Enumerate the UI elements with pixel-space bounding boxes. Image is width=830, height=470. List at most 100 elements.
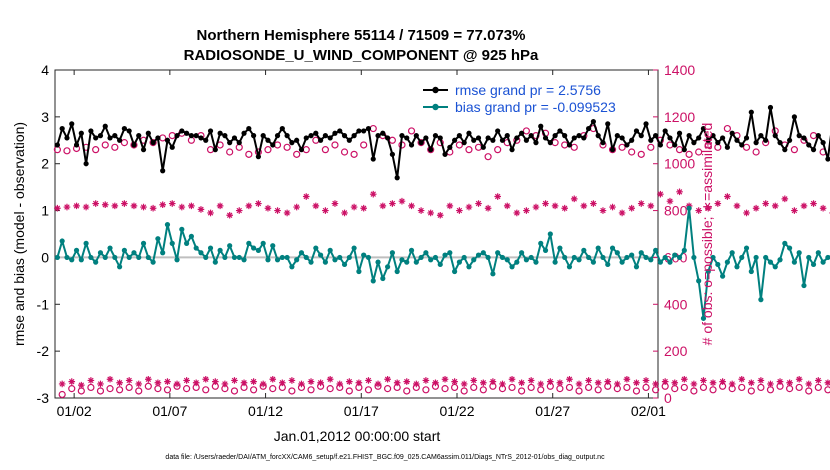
- rmse-point: [294, 137, 300, 143]
- obs-possible-point: [494, 146, 502, 154]
- obs-assimilated-point: [188, 202, 195, 210]
- bias-point: [686, 205, 692, 211]
- bias-point: [69, 257, 75, 263]
- obs-assimilated-point: [795, 375, 803, 383]
- bias-point: [614, 250, 620, 256]
- rmse-point: [667, 135, 673, 141]
- obs-assimilated-point: [575, 380, 583, 388]
- rmse-point: [375, 133, 381, 139]
- obs-assimilated-point: [441, 375, 449, 383]
- rmse-point: [710, 133, 716, 139]
- rmse-point: [399, 133, 405, 139]
- obs-assimilated-point: [125, 377, 133, 384]
- obs-assimilated-point: [810, 200, 817, 207]
- bias-point: [466, 264, 472, 270]
- bias-point: [126, 254, 132, 261]
- bias-point: [341, 261, 348, 268]
- obs-possible-point: [585, 383, 593, 392]
- obs-possible-point: [709, 386, 717, 394]
- bias-point: [633, 264, 640, 270]
- rmse-point: [686, 133, 692, 139]
- bias-point: [485, 254, 491, 261]
- obs-assimilated-point: [398, 197, 406, 205]
- y-left-tick-label: -2: [37, 343, 50, 359]
- bias-point: [643, 254, 649, 261]
- rmse-point: [279, 125, 285, 132]
- bias-point: [495, 250, 501, 256]
- bias-point: [772, 264, 778, 270]
- obs-possible-point: [68, 385, 76, 393]
- obs-assimilated-point: [681, 375, 688, 383]
- obs-possible-point: [350, 150, 358, 158]
- bias-point: [514, 259, 520, 265]
- bias-point: [375, 259, 381, 265]
- rmse-point: [380, 130, 386, 136]
- rmse-point: [609, 147, 616, 153]
- obs-possible-point: [522, 127, 530, 135]
- legend-rmse-marker: [432, 86, 439, 94]
- rmse-point: [806, 142, 812, 148]
- obs-assimilated-point: [676, 188, 683, 196]
- obs-assimilated-point: [762, 200, 769, 207]
- rmse-point: [581, 135, 587, 141]
- rmse-point: [767, 104, 774, 111]
- obs-assimilated-point: [465, 203, 473, 211]
- rmse-point: [54, 142, 60, 148]
- bias-point: [303, 254, 309, 261]
- obs-possible-point: [417, 139, 425, 147]
- rmse-point: [480, 144, 486, 150]
- rmse-point: [318, 137, 324, 143]
- bias-point: [552, 259, 558, 265]
- rmse-point: [810, 147, 817, 153]
- rmse-point: [724, 144, 730, 150]
- rmse-point: [231, 135, 238, 141]
- bias-point: [102, 254, 108, 261]
- obs-assimilated-point: [767, 380, 774, 388]
- obs-possible-point: [87, 383, 95, 392]
- obs-assimilated-point: [365, 377, 372, 384]
- left-y-axis: -3 -2 -1 0 1 2 3 4: [37, 62, 60, 406]
- bias-point: [73, 247, 80, 253]
- obs-assimilated-point: [240, 379, 248, 387]
- obs-assimilated-point: [293, 203, 300, 211]
- rmse-point: [739, 142, 745, 148]
- obs-assimilated-point: [422, 377, 430, 384]
- bias-point: [753, 254, 759, 261]
- bias-point: [624, 254, 630, 261]
- obs-assimilated-point: [475, 200, 482, 207]
- obs-assimilated-point: [494, 193, 501, 200]
- rmse-point: [83, 161, 89, 167]
- obs-assimilated-point: [288, 377, 296, 384]
- obs-possible-point: [824, 386, 830, 394]
- rmse-point: [691, 140, 697, 146]
- obs-possible-point: [752, 148, 760, 156]
- bias-point: [600, 254, 606, 261]
- bias-point: [198, 250, 204, 256]
- bias-point: [806, 254, 812, 261]
- rmse-point: [93, 135, 99, 141]
- bias-point: [164, 222, 171, 228]
- bias-point: [629, 252, 635, 258]
- bias-point: [562, 254, 568, 261]
- rmse-point: [184, 130, 190, 136]
- bias-point: [241, 257, 247, 263]
- obs-possible-point: [565, 383, 574, 392]
- obs-assimilated-point: [245, 202, 253, 210]
- bias-point: [452, 268, 458, 275]
- obs-possible-point: [407, 127, 416, 135]
- obs-assimilated-point: [116, 379, 123, 387]
- bias-point: [389, 250, 395, 256]
- obs-assimilated-point: [389, 200, 396, 207]
- rmse-point: [112, 133, 118, 139]
- rmse-point: [547, 140, 553, 146]
- rmse-point: [174, 133, 180, 139]
- obs-possible-point: [594, 386, 602, 394]
- rmse-point: [356, 128, 362, 134]
- obs-possible-point: [403, 387, 411, 395]
- bias-point: [705, 268, 711, 275]
- obs-possible-point: [245, 150, 253, 158]
- rmse-point: [557, 128, 563, 134]
- obs-possible-point: [699, 383, 708, 392]
- rmse-point: [676, 130, 683, 136]
- rmse-point: [566, 142, 573, 148]
